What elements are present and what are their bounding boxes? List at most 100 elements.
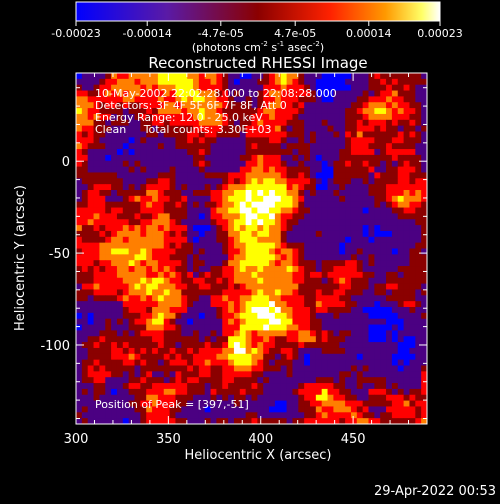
heatmap-cell xyxy=(345,73,352,80)
heatmap-cell xyxy=(386,125,393,132)
heatmap-cell xyxy=(210,254,217,261)
heatmap-cell xyxy=(187,178,194,185)
heatmap-cell xyxy=(122,125,130,132)
heatmap-cell xyxy=(292,289,299,296)
heatmap-cell xyxy=(157,166,165,173)
heatmap-cell xyxy=(251,336,258,343)
heatmap-cell xyxy=(333,119,340,127)
heatmap-cell xyxy=(350,347,358,355)
heatmap-cell xyxy=(87,336,94,343)
heatmap-cell xyxy=(350,266,358,273)
heatmap-cell xyxy=(409,149,416,156)
heatmap-cell xyxy=(181,201,188,208)
heatmap-cell xyxy=(193,312,200,320)
heatmap-cell xyxy=(210,406,217,413)
heatmap-cell xyxy=(140,418,147,424)
heatmap-cell xyxy=(222,383,229,390)
heatmap-cell xyxy=(99,201,106,208)
heatmap-cell xyxy=(380,307,387,314)
heatmap-cell xyxy=(116,312,124,320)
heatmap-cell xyxy=(222,312,229,320)
heatmap-cell xyxy=(116,307,124,314)
heatmap-cell xyxy=(222,201,229,208)
heatmap-cell xyxy=(245,260,252,267)
heatmap-cell xyxy=(263,342,270,349)
heatmap-cell xyxy=(99,365,106,372)
heatmap-cell xyxy=(339,400,346,407)
heatmap-cell xyxy=(146,353,153,361)
heatmap-cell xyxy=(87,418,94,424)
heatmap-cell xyxy=(257,271,264,279)
heatmap-cell xyxy=(257,143,264,150)
heatmap-cell xyxy=(269,236,276,244)
heatmap-cell xyxy=(128,277,135,284)
heatmap-cell xyxy=(327,96,334,103)
heatmap-cell xyxy=(269,383,276,390)
heatmap-cell xyxy=(204,119,211,127)
heatmap-cell xyxy=(222,131,229,138)
heatmap-cell xyxy=(315,178,323,185)
heatmap-cell xyxy=(391,365,399,372)
heatmap-cell xyxy=(76,143,83,150)
heatmap-cell xyxy=(193,242,200,249)
heatmap-cell xyxy=(93,266,100,273)
heatmap-cell xyxy=(187,119,194,127)
heatmap-cell xyxy=(315,312,323,320)
heatmap-cell xyxy=(374,201,381,208)
heatmap-cell xyxy=(169,131,176,138)
heatmap-cell xyxy=(216,190,223,197)
heatmap-cell xyxy=(415,307,422,314)
heatmap-cell xyxy=(409,347,416,355)
heatmap-cell xyxy=(403,242,410,249)
heatmap-cell xyxy=(146,266,153,273)
heatmap-cell xyxy=(116,365,124,372)
heatmap-cell xyxy=(304,324,311,331)
heatmap-cell xyxy=(362,230,369,238)
heatmap-cell xyxy=(81,195,89,203)
heatmap-cell xyxy=(204,277,211,284)
heatmap-cell xyxy=(134,312,141,320)
heatmap-cell xyxy=(327,353,334,361)
heatmap-cell xyxy=(152,230,159,238)
heatmap-cell xyxy=(163,248,170,255)
heatmap-cell xyxy=(99,283,106,290)
heatmap-cell xyxy=(198,207,206,214)
heatmap-cell xyxy=(193,201,200,208)
annotation-energy: Energy Range: 12.0 - 25.0 keV xyxy=(95,111,263,124)
heatmap-cell xyxy=(134,271,141,279)
heatmap-cell xyxy=(157,184,165,191)
heatmap-cell xyxy=(339,137,346,144)
heatmap-cell xyxy=(391,371,399,378)
heatmap-cell xyxy=(315,388,323,396)
heatmap-cell xyxy=(93,96,100,103)
heatmap-cell xyxy=(391,283,399,290)
heatmap-cell xyxy=(105,383,112,390)
heatmap-cell xyxy=(327,347,334,355)
heatmap-cell xyxy=(397,388,404,396)
heatmap-cell xyxy=(245,78,252,86)
heatmap-cell xyxy=(228,318,235,325)
heatmap-cell xyxy=(239,131,247,138)
heatmap-cell xyxy=(193,160,200,167)
heatmap-cell xyxy=(403,113,410,121)
heatmap-cell xyxy=(403,125,410,132)
heatmap-cell xyxy=(146,131,153,138)
heatmap-cell xyxy=(181,125,188,132)
heatmap-cell xyxy=(93,219,100,226)
heatmap-cell xyxy=(269,283,276,290)
heatmap-cell xyxy=(152,113,159,121)
heatmap-cell xyxy=(257,125,264,132)
heatmap-cell xyxy=(163,154,170,162)
heatmap-cell xyxy=(333,90,340,97)
heatmap-cell xyxy=(122,166,130,173)
heatmap-cell xyxy=(210,271,217,279)
heatmap-cell xyxy=(350,125,358,132)
heatmap-cell xyxy=(362,330,369,337)
heatmap-cell xyxy=(99,137,106,144)
heatmap-cell xyxy=(157,347,165,355)
heatmap-cell xyxy=(228,73,235,80)
heatmap-cell xyxy=(397,283,404,290)
heatmap-cell xyxy=(345,195,352,203)
heatmap-cell xyxy=(157,254,165,261)
heatmap-cell xyxy=(350,90,358,97)
